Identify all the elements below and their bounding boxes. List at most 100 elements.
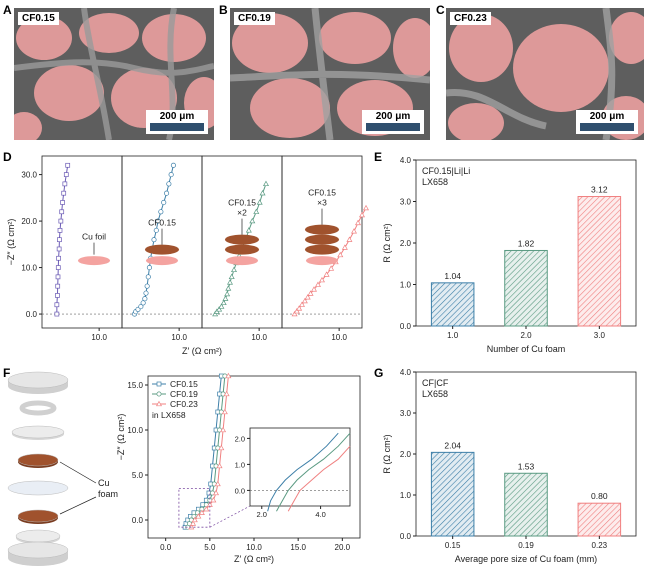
data-point [210,496,217,503]
y-tick-label: 30.0 [21,171,37,180]
x-axis-label: Average pore size of Cu foam (mm) [455,554,597,564]
cu-foil-disc [146,256,178,266]
inset-y-tick-label: 0.0 [235,486,245,495]
data-point [213,489,220,496]
data-point [59,209,65,215]
panel-letter-f: F [3,366,11,380]
y-tick-label: 0.0 [400,532,412,541]
x-tick-label: 0.19 [518,541,534,550]
x-axis-label: Z′ (Ω cm²) [234,554,274,564]
data-point [220,299,227,306]
data-point [146,265,152,271]
bar [577,502,622,537]
inset-y-tick-label: 1.0 [235,460,245,469]
cu-foam-disc [305,234,339,245]
data-point [142,296,148,302]
x-tick-label: 0.0 [160,543,172,552]
y-tick-label: 2.0 [400,450,412,459]
data-point [304,294,311,300]
scale-bar-text: 200 μm [375,111,411,122]
y-tick-label: 1.0 [400,281,412,290]
data-point [299,301,305,307]
data-point [291,310,298,317]
data-point [56,255,61,261]
data-point [198,509,205,515]
plot-annotation: CF0.15|Li|Li [422,166,470,176]
subplot-annotation: ×2 [237,208,247,218]
cu-foam-disc [145,244,179,255]
sem-image-cf015: CF0.15 200 μm [14,8,214,140]
y-tick-label: 4.0 [400,368,412,377]
data-point [263,180,269,187]
subplot-annotation: CF0.15 [148,218,176,228]
inset-y-tick-label: 2.0 [235,434,245,443]
cell-cap-top [7,371,69,389]
y-tick-label: 0.0 [132,516,144,525]
x-axis-label: Z′ (Ω cm²) [182,346,222,356]
data-point [203,505,210,512]
subplot-annotation: CF0.15 [308,188,336,198]
inset-series-line [287,445,351,512]
subplot-annotation: ×3 [317,198,327,208]
data-point [56,246,62,252]
data-point [191,516,198,523]
data-point [138,304,144,310]
x-tick-label: 2.0 [520,331,532,340]
subplot-annotation: Cu foil [82,232,106,242]
plot-annotation: LX658 [422,389,448,399]
cu-foam-disc [225,244,259,255]
data-point [55,293,60,298]
bar [430,282,475,327]
cu-foil-disc [78,256,110,266]
scale-bar: 200 μm [146,110,208,134]
data-point [155,218,161,224]
bar-value-label: 2.04 [444,440,461,450]
data-point [166,181,172,187]
sem-image-cf023: CF0.23 200 μm [446,8,644,140]
data-point [55,265,61,270]
data-point [351,228,357,234]
inset-x-tick-label: 2.0 [257,510,267,519]
panel-letter-g: G [374,366,384,380]
y-tick-label: 5.0 [132,471,144,480]
data-point [153,227,159,233]
data-point [323,271,330,277]
zoom-connector [209,505,251,528]
scale-bar: 200 μm [362,110,424,134]
cu-foam-disc [305,224,339,235]
data-point [225,285,232,291]
data-point [168,172,174,178]
spacer-disc [15,529,61,543]
x-tick-label: 10.0 [251,333,267,342]
x-tick-label: 10.0 [246,543,262,552]
data-point [170,162,176,168]
data-point [296,305,303,311]
data-point [144,283,150,289]
data-point [156,391,162,397]
zoom-box [178,488,211,528]
y-tick-label: 0.0 [26,310,38,319]
scale-bar-text: 200 μm [159,111,195,122]
data-point [256,199,263,205]
data-point [301,297,308,304]
spring-ring [19,400,57,416]
panel-letter-e: E [374,150,383,164]
cu-foam-disc [225,234,259,245]
sem-label: CF0.23 [450,12,491,25]
legend-label: CF0.15 [170,379,198,389]
data-point [55,283,61,289]
label-pointer [59,496,97,515]
data-point [161,199,167,206]
x-tick-label: 20.0 [335,543,351,552]
data-point [337,251,344,258]
data-point [151,237,157,243]
legend-label: CF0.19 [170,389,198,399]
inset-x-tick-label: 4.0 [315,510,325,519]
data-point [259,189,266,196]
data-point [60,200,65,205]
y-tick-label: 0.0 [400,322,412,331]
sem-label: CF0.15 [18,12,59,25]
subplot-annotation: CF0.15 [228,198,256,208]
